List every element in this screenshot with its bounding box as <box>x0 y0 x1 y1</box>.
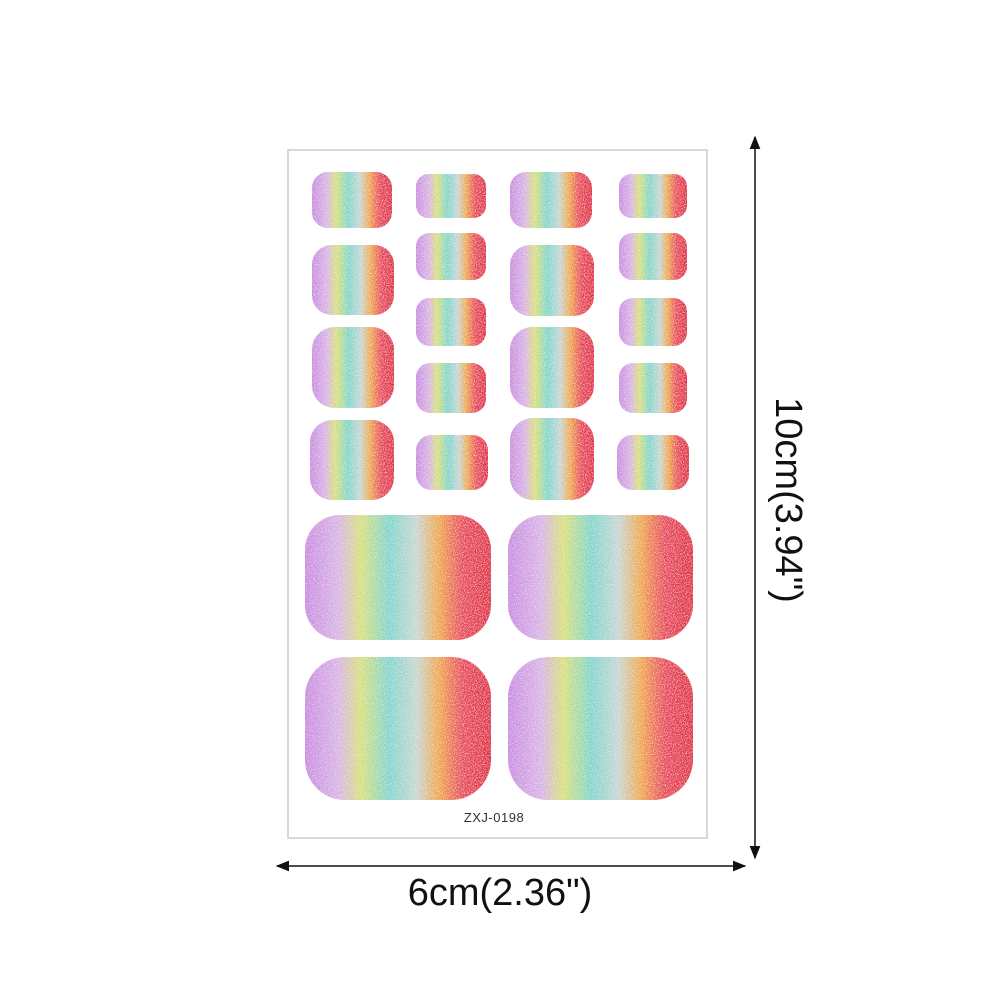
sticker-group <box>305 172 693 800</box>
nail-sticker <box>508 515 693 640</box>
nail-sticker <box>416 363 486 413</box>
nail-sticker <box>305 657 491 800</box>
nail-sticker <box>617 435 689 490</box>
nail-sticker <box>510 172 592 228</box>
nail-sticker <box>510 418 594 500</box>
nail-sticker <box>619 174 687 218</box>
nail-sticker <box>619 233 687 280</box>
nail-sticker <box>510 245 594 316</box>
height-label: 10cm(3.94") <box>767 397 809 603</box>
nail-sticker <box>305 515 491 640</box>
nail-sticker <box>416 435 488 490</box>
product-code: ZXJ-0198 <box>464 810 524 825</box>
nail-sticker <box>619 298 687 346</box>
nail-sticker <box>416 233 486 280</box>
nail-sticker <box>510 327 594 408</box>
nail-sticker <box>312 245 394 315</box>
width-label: 6cm(2.36") <box>408 872 593 914</box>
nail-sticker <box>508 657 693 800</box>
nail-sticker <box>416 174 486 218</box>
nail-sticker <box>619 363 687 413</box>
nail-sticker <box>416 298 486 346</box>
nail-sticker <box>310 420 394 500</box>
nail-sticker <box>312 172 392 228</box>
nail-sticker <box>312 327 394 408</box>
